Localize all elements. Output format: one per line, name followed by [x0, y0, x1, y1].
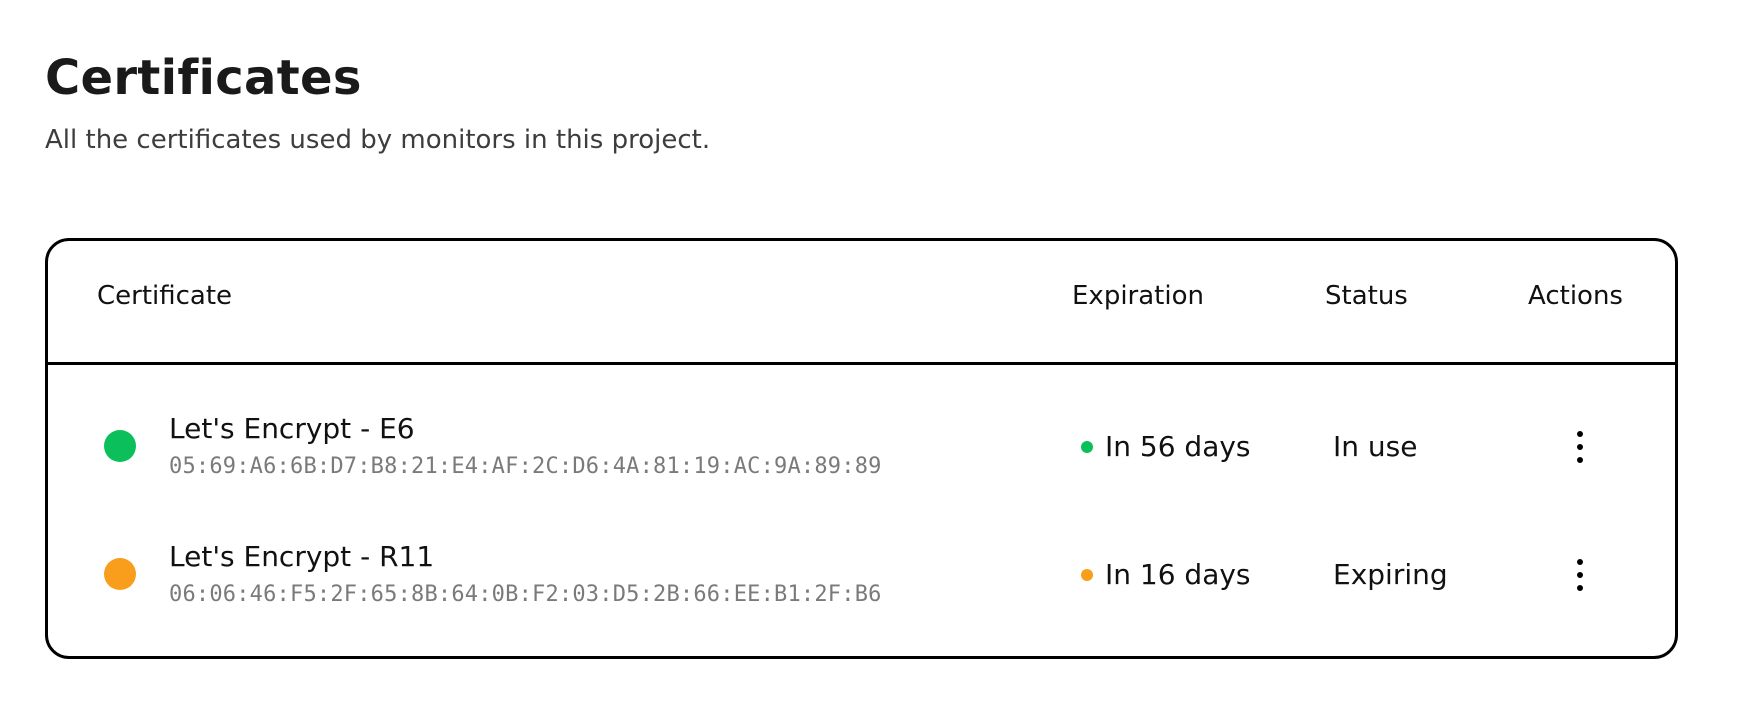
certificate-name: Let's Encrypt - E6: [169, 412, 415, 445]
more-vertical-icon: [1577, 431, 1583, 437]
certificate-fingerprint: 05:69:A6:6B:D7:B8:21:E4:AF:2C:D6:4A:81:1…: [169, 454, 882, 479]
more-vertical-icon: [1577, 457, 1583, 463]
column-header-actions: Actions: [1528, 281, 1623, 311]
expiration-indicator-icon: [1081, 569, 1093, 581]
column-header-certificate: Certificate: [97, 281, 233, 311]
certificates-table: Certificate Expiration Status Actions Le…: [45, 238, 1678, 659]
status-text: In use: [1333, 430, 1418, 463]
status-indicator-icon: [104, 558, 136, 590]
table-row[interactable]: Let's Encrypt - R11 06:06:46:F5:2F:65:8B…: [48, 513, 1675, 641]
expiration-text: In 56 days: [1105, 430, 1251, 463]
status-text: Expiring: [1333, 558, 1448, 591]
status-indicator-icon: [104, 430, 136, 462]
more-actions-button[interactable]: [1562, 551, 1598, 599]
expiration-indicator-icon: [1081, 441, 1093, 453]
column-header-expiration: Expiration: [1072, 281, 1204, 311]
table-header: Certificate Expiration Status Actions: [48, 241, 1675, 365]
more-vertical-icon: [1577, 585, 1583, 591]
more-vertical-icon: [1577, 559, 1583, 565]
table-row[interactable]: Let's Encrypt - E6 05:69:A6:6B:D7:B8:21:…: [48, 385, 1675, 513]
more-vertical-icon: [1577, 444, 1583, 450]
certificate-fingerprint: 06:06:46:F5:2F:65:8B:64:0B:F2:03:D5:2B:6…: [169, 582, 882, 607]
more-actions-button[interactable]: [1562, 423, 1598, 471]
page-subtitle: All the certificates used by monitors in…: [45, 125, 711, 155]
more-vertical-icon: [1577, 572, 1583, 578]
certificate-name: Let's Encrypt - R11: [169, 540, 435, 573]
expiration-text: In 16 days: [1105, 558, 1251, 591]
page-title: Certificates: [45, 50, 362, 106]
column-header-status: Status: [1325, 281, 1408, 311]
